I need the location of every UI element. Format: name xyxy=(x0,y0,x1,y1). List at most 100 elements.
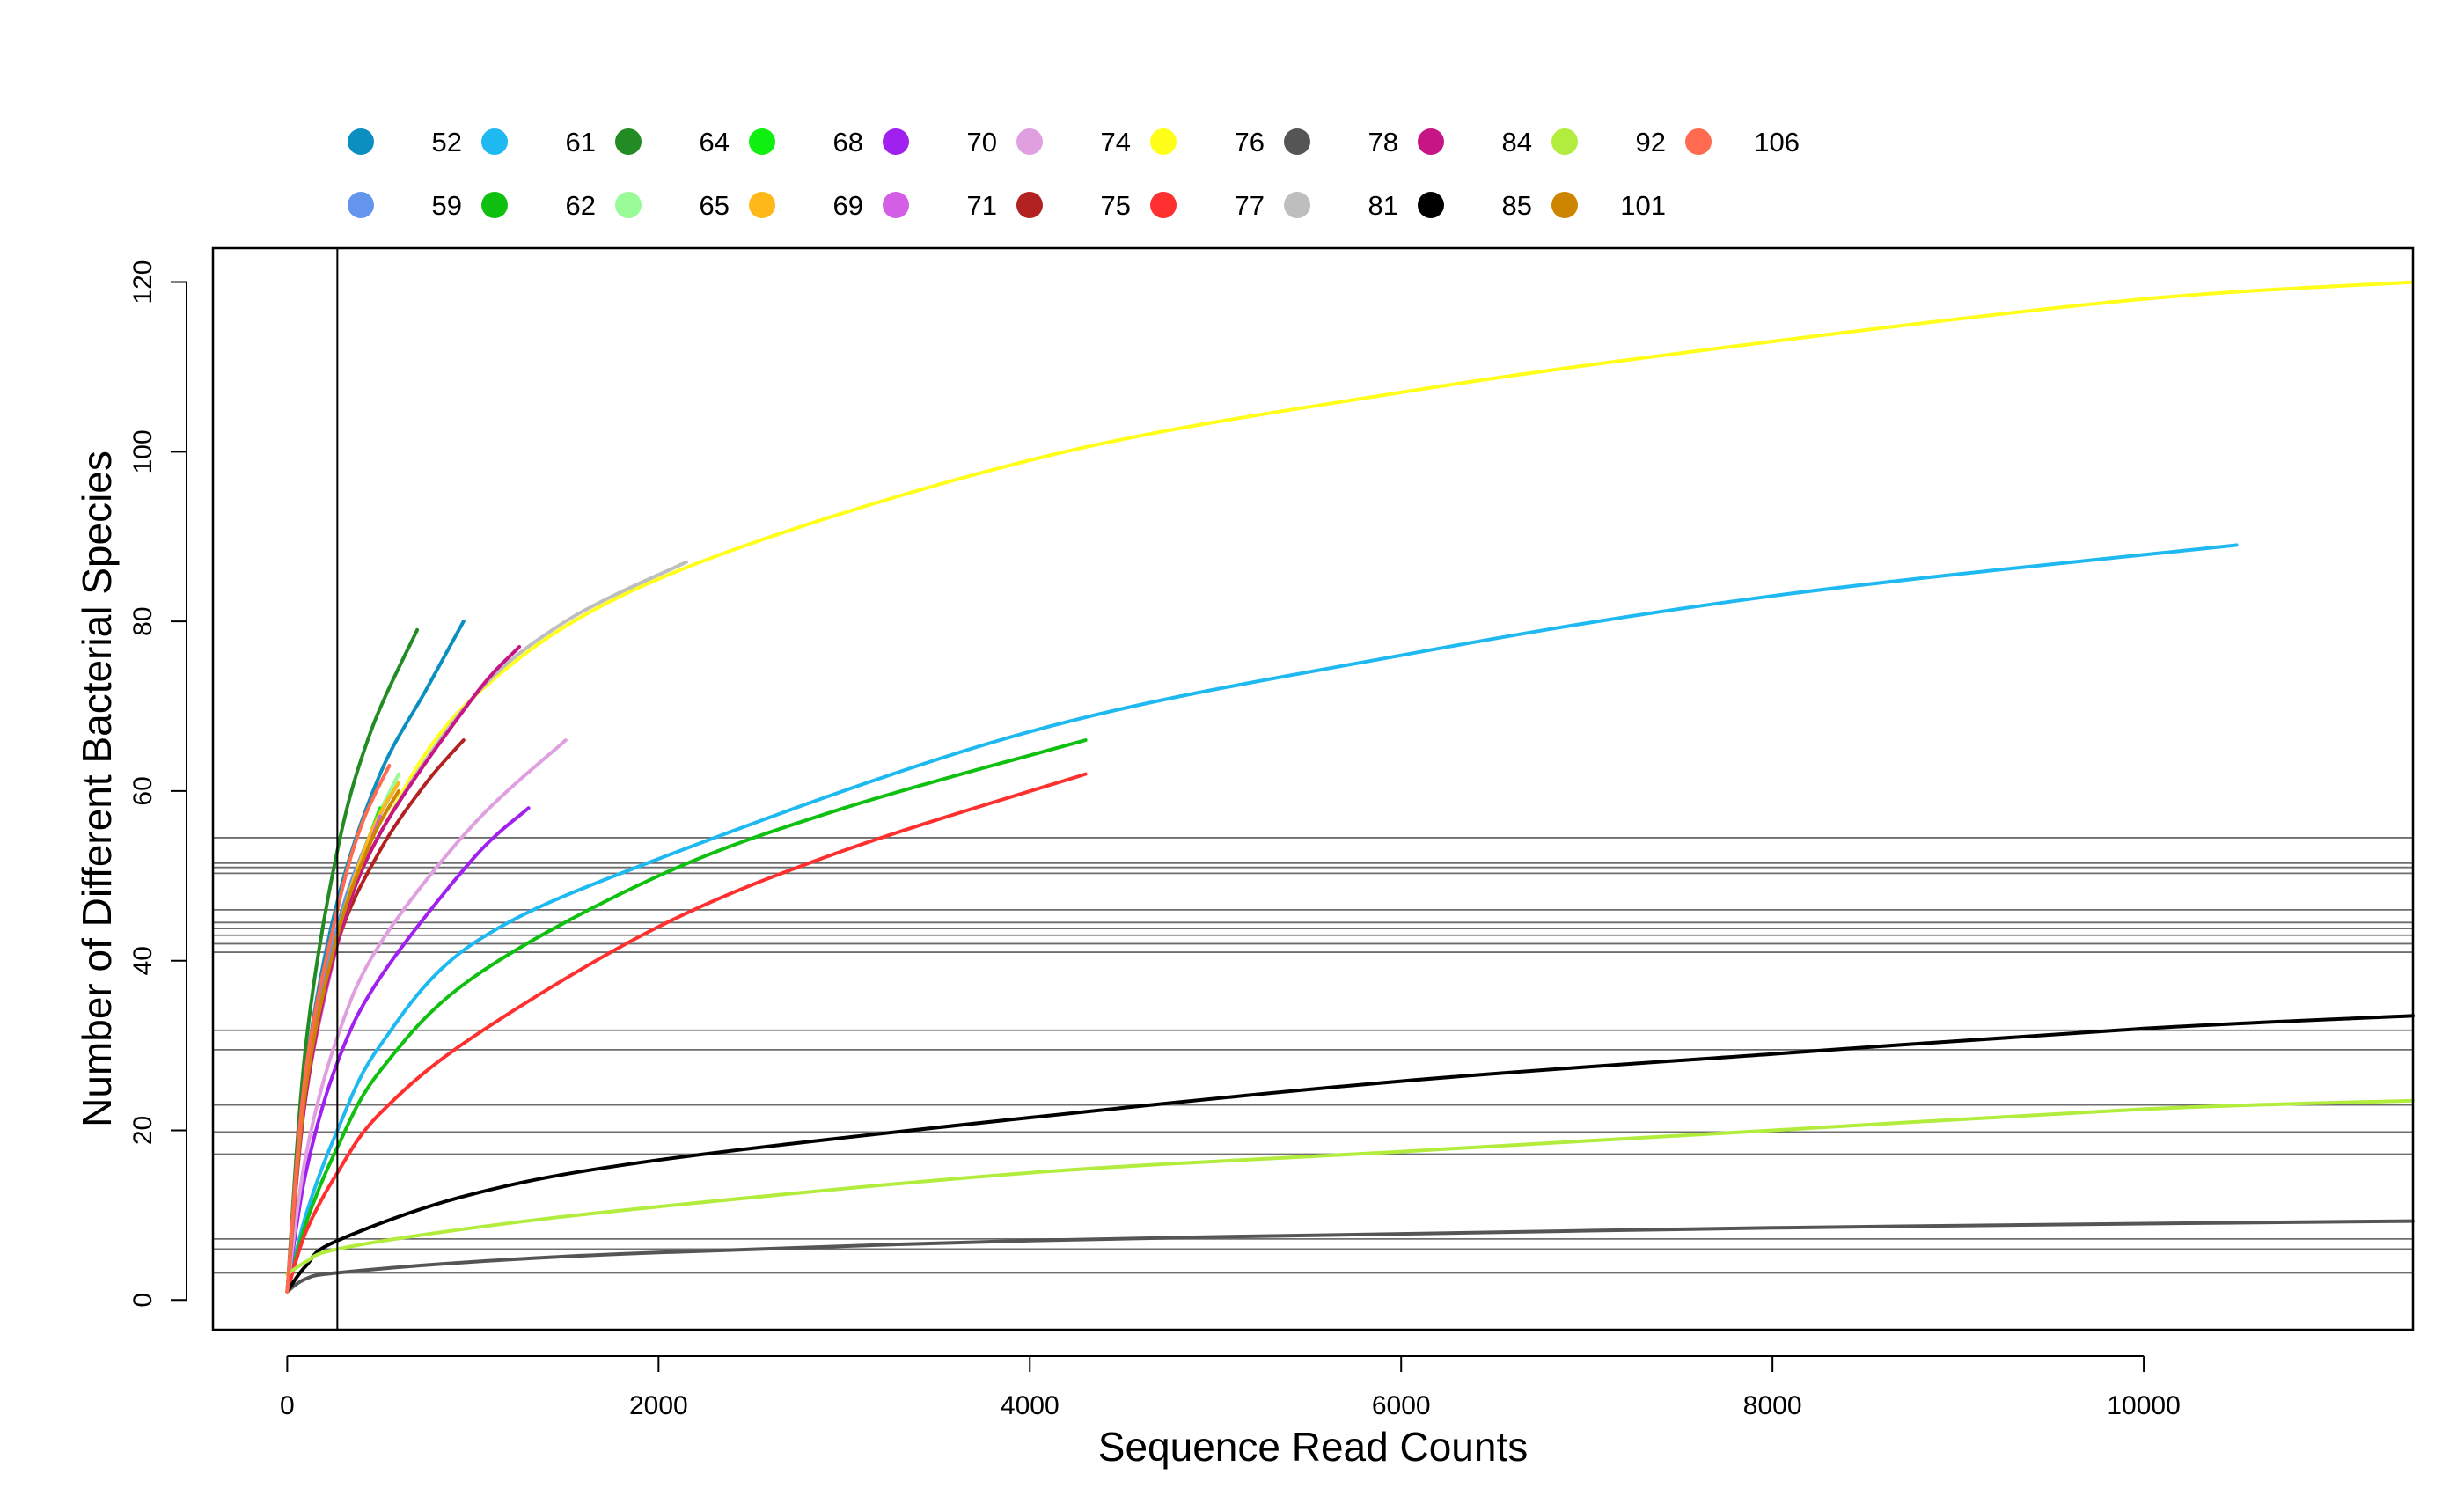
plot-frame xyxy=(211,246,2415,1331)
legend-item-92: 92 xyxy=(1551,127,1666,158)
legend-swatch xyxy=(1418,192,1444,218)
legend-swatch xyxy=(1418,128,1444,155)
legend-swatch xyxy=(615,192,642,218)
legend-swatch xyxy=(348,128,374,155)
legend-item-76: 76 xyxy=(1150,127,1265,158)
legend-swatch xyxy=(749,192,775,218)
legend-label: 81 xyxy=(1368,190,1398,221)
y-axis-label: Number of Different Bacterial Species xyxy=(74,451,120,1127)
legend-item-81: 81 xyxy=(1284,190,1398,221)
series-line-77 xyxy=(285,772,1088,1294)
legend-item-106: 106 xyxy=(1685,127,1800,158)
x-axis-label: Sequence Read Counts xyxy=(1098,1424,1528,1470)
legend-label: 76 xyxy=(1235,127,1265,158)
x-tick-label: 2000 xyxy=(629,1391,688,1420)
legend-swatch xyxy=(1150,192,1177,218)
legend-item-59: 59 xyxy=(348,190,462,221)
legend-swatch xyxy=(481,192,508,218)
legend-item-68: 68 xyxy=(749,127,863,158)
legend-item-101: 101 xyxy=(1551,190,1666,221)
y-tick-label: 120 xyxy=(128,260,158,304)
y-tick-label: 100 xyxy=(128,429,158,473)
legend-item-65: 65 xyxy=(615,190,730,221)
series-line-64 xyxy=(285,627,420,1294)
legend-swatch xyxy=(1284,192,1310,218)
legend-swatch xyxy=(481,128,508,155)
x-axis: 0 2000 4000 6000 8000 10000 xyxy=(280,1355,2181,1420)
series-line-76 xyxy=(285,280,2415,1294)
legend-label: 62 xyxy=(566,190,596,221)
x-tick-label: 8000 xyxy=(1743,1391,1802,1420)
x-tick-label: 10000 xyxy=(2107,1391,2180,1420)
series-line-78 xyxy=(285,1219,2415,1294)
y-tick-label: 20 xyxy=(128,1116,158,1145)
legend-label: 92 xyxy=(1636,127,1666,158)
legend-item-74: 74 xyxy=(1016,127,1131,158)
legend-swatch xyxy=(348,192,374,218)
legend-item-84: 84 xyxy=(1418,127,1532,158)
legend-swatch xyxy=(883,192,909,218)
series-line-92 xyxy=(285,1098,2415,1277)
legend-label: 69 xyxy=(833,190,863,221)
legend: 52 59 61 62 64 65 68 69 70 71 74 75 76 77 78 81 84 85 92 10… xyxy=(348,127,1800,221)
legend-label: 78 xyxy=(1368,127,1398,158)
series-line-62 xyxy=(285,738,1088,1294)
legend-item-75: 75 xyxy=(1016,190,1131,221)
legend-swatch xyxy=(1016,192,1043,218)
legend-label: 71 xyxy=(967,190,997,221)
series-line-71 xyxy=(285,814,382,1294)
legend-swatch xyxy=(615,128,642,155)
legend-item-64: 64 xyxy=(615,127,730,158)
x-tick-label: 6000 xyxy=(1372,1391,1431,1420)
legend-label: 64 xyxy=(700,127,730,158)
legend-label: 85 xyxy=(1502,190,1532,221)
legend-swatch xyxy=(1551,128,1578,155)
legend-swatch xyxy=(1016,128,1043,155)
y-tick-label: 60 xyxy=(128,776,158,805)
y-axis: 0 20 40 60 80 100 120 xyxy=(128,260,187,1308)
legend-label: 65 xyxy=(700,190,730,221)
legend-label: 77 xyxy=(1235,190,1265,221)
series-layer xyxy=(285,280,2415,1294)
legend-label: 75 xyxy=(1101,190,1131,221)
series-line-81 xyxy=(285,560,688,1294)
legend-swatch xyxy=(883,128,909,155)
y-tick-label: 0 xyxy=(128,1293,158,1308)
series-line-59 xyxy=(285,781,400,1294)
series-line-70 xyxy=(285,806,531,1294)
series-line-85 xyxy=(285,1014,2415,1294)
legend-item-61: 61 xyxy=(481,127,596,158)
y-tick-label: 80 xyxy=(128,606,158,635)
series-line-65 xyxy=(285,772,400,1294)
legend-label: 70 xyxy=(967,127,997,158)
legend-label: 61 xyxy=(566,127,596,158)
series-line-61 xyxy=(285,543,2239,1294)
legend-item-85: 85 xyxy=(1418,190,1532,221)
legend-label: 68 xyxy=(833,127,863,158)
legend-label: 106 xyxy=(1754,127,1800,158)
legend-swatch xyxy=(1551,192,1578,218)
legend-label: 52 xyxy=(432,127,462,158)
horizontal-reference-lines xyxy=(213,837,2413,1274)
legend-item-52: 52 xyxy=(348,127,462,158)
series-line-74 xyxy=(285,738,568,1294)
series-line-106 xyxy=(285,764,392,1294)
legend-swatch xyxy=(1685,128,1712,155)
legend-item-62: 62 xyxy=(481,190,596,221)
legend-item-78: 78 xyxy=(1284,127,1398,158)
legend-item-77: 77 xyxy=(1150,190,1265,221)
legend-label: 59 xyxy=(432,190,462,221)
legend-swatch xyxy=(1284,128,1310,155)
legend-swatch xyxy=(1150,128,1177,155)
y-tick-label: 40 xyxy=(128,946,158,975)
x-tick-label: 4000 xyxy=(1001,1391,1060,1420)
legend-label: 74 xyxy=(1101,127,1131,158)
series-line-69 xyxy=(285,781,400,1294)
legend-label: 84 xyxy=(1502,127,1532,158)
legend-item-70: 70 xyxy=(883,127,997,158)
legend-item-69: 69 xyxy=(749,190,863,221)
legend-item-71: 71 xyxy=(883,190,997,221)
x-tick-label: 0 xyxy=(280,1391,295,1420)
legend-label: 101 xyxy=(1620,190,1666,221)
